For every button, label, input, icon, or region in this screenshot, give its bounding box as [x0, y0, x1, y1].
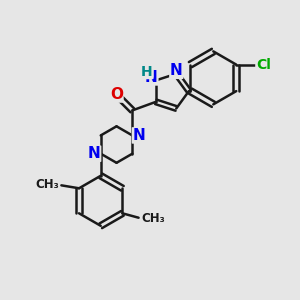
Text: Cl: Cl — [256, 58, 271, 72]
Text: N: N — [145, 70, 158, 85]
Text: N: N — [170, 63, 183, 78]
Text: CH₃: CH₃ — [141, 212, 165, 225]
Text: CH₃: CH₃ — [35, 178, 59, 191]
Text: N: N — [132, 128, 145, 143]
Text: H: H — [141, 64, 153, 79]
Text: N: N — [88, 146, 100, 161]
Text: O: O — [110, 87, 123, 102]
